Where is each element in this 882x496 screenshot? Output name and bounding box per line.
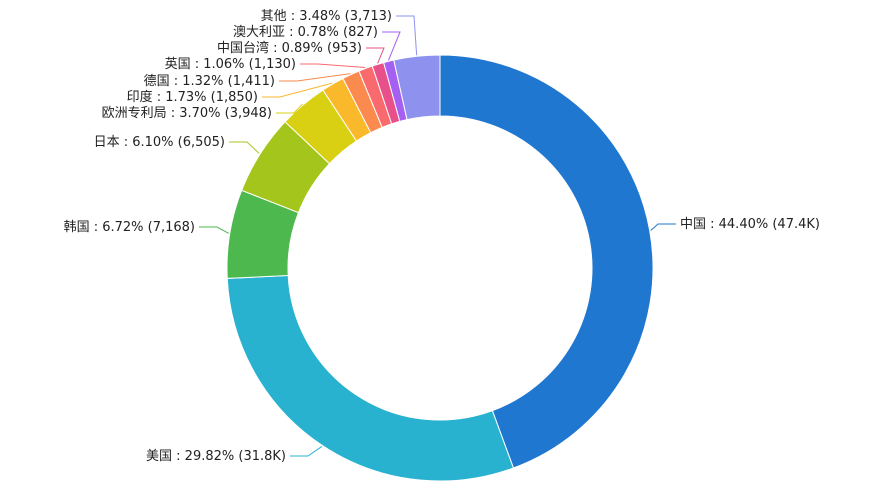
leader-line-2 (199, 226, 230, 234)
leader-line-group (199, 15, 676, 457)
leader-line-10 (396, 15, 418, 56)
leader-line-1 (290, 446, 323, 457)
slice-label-0: 中国 : 44.40% (47.4K) (680, 217, 820, 232)
slice-group (226, 54, 654, 482)
leader-line-7 (300, 63, 366, 68)
slice-label-3: 日本 : 6.10% (6,505) (94, 135, 225, 150)
leader-line-6 (279, 73, 351, 82)
donut-slice-10[interactable] (393, 54, 441, 121)
slice-label-10: 其他 : 3.48% (3,713) (261, 9, 392, 24)
slice-label-1: 美国 : 29.82% (31.8K) (146, 449, 286, 464)
slice-label-8: 中国台湾 : 0.89% (953) (217, 40, 362, 56)
label-group: 中国 : 44.40% (47.4K) 美国 : 29.82% (31.8K) 韩国… (64, 9, 820, 464)
slice-label-6: 德国 : 1.32% (1,411) (144, 74, 275, 89)
leader-line-5 (262, 82, 333, 98)
leader-line-9 (382, 31, 401, 61)
slice-label-4: 欧洲专利局 : 3.70% (3,948) (102, 106, 272, 121)
donut-slice-1[interactable] (226, 274, 515, 482)
slice-label-5: 印度 : 1.73% (1,850) (127, 89, 258, 105)
leader-line-0 (650, 223, 676, 231)
leader-line-4 (276, 103, 303, 114)
donut-slice-0[interactable] (439, 54, 654, 469)
slice-label-2: 韩国 : 6.72% (7,168) (64, 220, 195, 235)
leader-line-3 (229, 141, 260, 154)
slice-label-7: 英国 : 1.06% (1,130) (165, 57, 296, 72)
slice-label-9: 澳大利亚 : 0.78% (827) (233, 24, 378, 40)
leader-line-8 (366, 47, 385, 64)
